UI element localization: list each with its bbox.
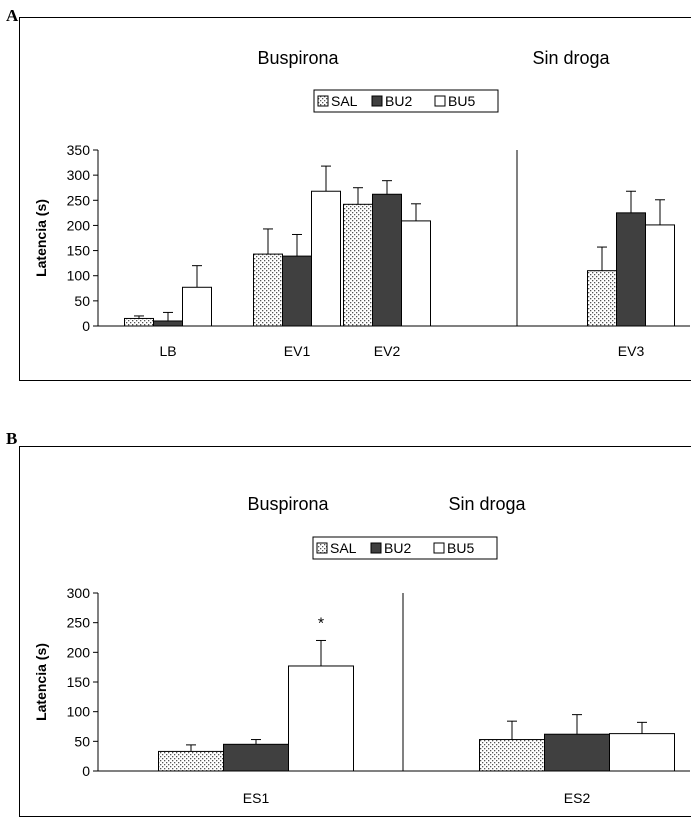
b-y-tick-label-200: 200 <box>67 644 91 660</box>
b-section-label-0: Buspirona <box>247 494 329 514</box>
a-bar-EV2-BU5 <box>401 220 431 327</box>
a-y-tick-label-0: 0 <box>82 318 90 334</box>
b-legend-box <box>312 536 498 560</box>
a-category-label-EV1: EV1 <box>284 343 311 359</box>
b-bar-ES2-BU2 <box>544 733 610 772</box>
b-y-axis-label: Latencia (s) <box>33 643 49 721</box>
a-legend-box <box>313 89 499 113</box>
a-y-tick-label-200: 200 <box>67 217 91 233</box>
a-category-label-LB: LB <box>159 343 176 359</box>
panel-a-frame <box>19 17 691 381</box>
a-category-label-EV3: EV3 <box>618 343 645 359</box>
b-bar-ES1-BU5 <box>288 665 354 772</box>
a-legend-label-BU5: BU5 <box>448 93 475 109</box>
a-bar-EV1-SAL <box>253 253 283 327</box>
a-bar-LB-BU2 <box>153 320 183 327</box>
b-legend-swatch-SAL <box>316 542 328 554</box>
b-y-tick-label-0: 0 <box>82 763 90 779</box>
a-y-tick-label-250: 250 <box>67 192 91 208</box>
a-y-tick-label-350: 350 <box>67 142 91 158</box>
a-bar-EV1-BU2 <box>282 255 312 327</box>
b-y-tick-label-100: 100 <box>67 704 91 720</box>
b-y-tick-label-50: 50 <box>74 733 90 749</box>
b-category-label-ES2: ES2 <box>564 790 591 806</box>
a-y-tick-label-50: 50 <box>74 293 90 309</box>
a-section-label-0: Buspirona <box>257 48 339 68</box>
a-bar-EV1-BU5 <box>311 190 341 327</box>
a-category-label-EV2: EV2 <box>374 343 401 359</box>
panel-b-frame <box>19 446 691 817</box>
a-y-tick-label-100: 100 <box>67 268 91 284</box>
a-y-tick-label-150: 150 <box>67 243 91 259</box>
b-y-tick-label-150: 150 <box>67 674 91 690</box>
b-legend-label-BU2: BU2 <box>384 540 411 556</box>
b-legend-label-SAL: SAL <box>330 540 357 556</box>
b-category-label-ES1: ES1 <box>243 790 270 806</box>
a-legend-swatch-SAL <box>317 95 329 107</box>
a-y-tick-label-300: 300 <box>67 167 91 183</box>
b-annotation-0: * <box>318 615 324 632</box>
a-legend-swatch-BU5 <box>434 95 446 107</box>
b-section-label-1: Sin droga <box>448 494 526 514</box>
b-legend-swatch-BU2 <box>370 542 382 554</box>
a-bar-LB-SAL <box>124 317 154 327</box>
a-legend-label-BU2: BU2 <box>385 93 412 109</box>
a-bar-EV3-SAL <box>587 270 617 327</box>
a-section-label-1: Sin droga <box>532 48 610 68</box>
a-legend-swatch-BU2 <box>371 95 383 107</box>
a-y-axis-label: Latencia (s) <box>33 199 49 277</box>
a-legend-label-SAL: SAL <box>331 93 358 109</box>
a-bar-LB-BU5 <box>182 286 212 327</box>
b-legend-label-BU5: BU5 <box>447 540 474 556</box>
a-bar-EV2-SAL <box>343 203 373 327</box>
a-bar-EV2-BU2 <box>372 193 402 327</box>
b-legend-swatch-BU5 <box>433 542 445 554</box>
panel-a-letter: A <box>6 6 19 25</box>
panel-b-letter: B <box>6 429 18 448</box>
b-y-tick-label-250: 250 <box>67 615 91 631</box>
b-y-tick-label-300: 300 <box>67 585 91 601</box>
a-bar-EV3-BU5 <box>645 224 675 327</box>
a-bar-EV3-BU2 <box>616 212 646 327</box>
